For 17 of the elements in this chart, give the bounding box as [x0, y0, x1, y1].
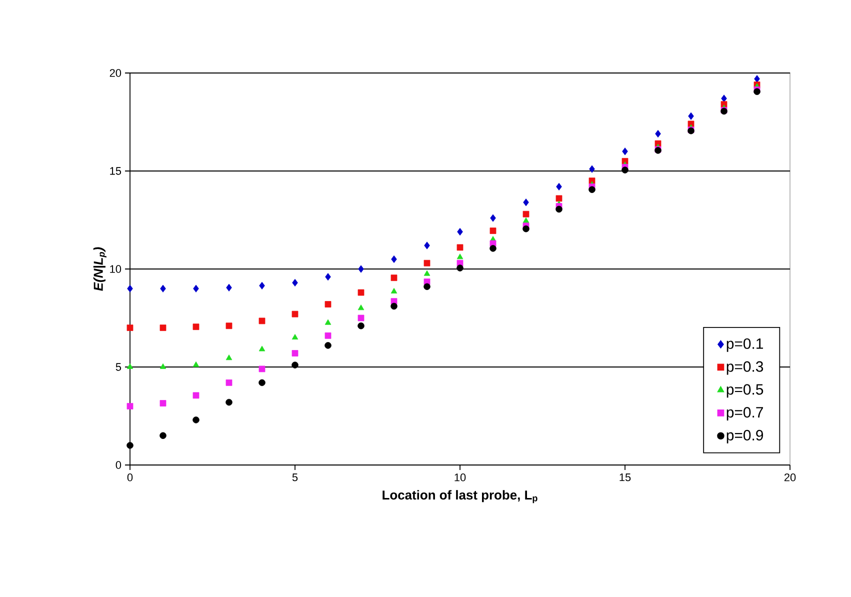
- legend-label: p=0.9: [726, 430, 763, 444]
- legend-label: p=0.7: [726, 407, 763, 421]
- legend-label: p=0.3: [726, 361, 764, 375]
- legend-label: p=0.1: [726, 338, 763, 352]
- y-tick-label: 20: [110, 69, 122, 77]
- x-tick-label: 20: [784, 474, 796, 482]
- x-tick-label: 10: [454, 474, 466, 482]
- y-tick-label: 0: [116, 461, 122, 469]
- y-tick-label: 10: [110, 265, 122, 273]
- x-tick-label: 0: [127, 474, 133, 482]
- x-tick-label: 15: [620, 474, 631, 482]
- y-tick-label: 5: [116, 363, 122, 371]
- x-axis-title: Location of last probe, L$_{p}$: [382, 490, 538, 504]
- legend-label: p=0.5: [726, 384, 764, 398]
- y-axis-title: E(N|L$_{p}$): [93, 247, 106, 291]
- y-tick-label: 15: [110, 167, 122, 175]
- x-tick-label: 5: [292, 474, 298, 482]
